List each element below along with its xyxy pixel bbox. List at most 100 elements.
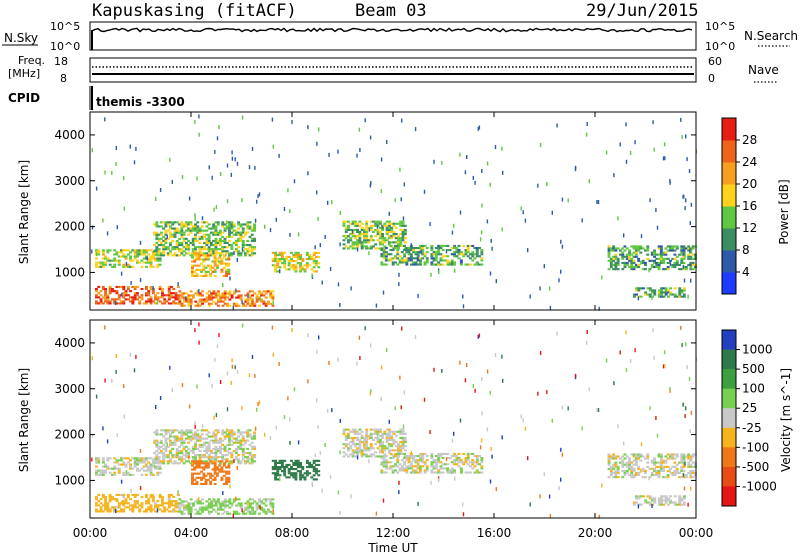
velocity-cell — [155, 443, 159, 446]
power-cell — [387, 241, 391, 244]
velocity-cell — [646, 501, 650, 504]
power-cell — [459, 261, 463, 264]
power-cell — [122, 265, 126, 268]
power-cell — [203, 233, 206, 236]
power-cell — [214, 225, 218, 228]
velocity-cell — [175, 447, 179, 450]
power-cell — [653, 266, 656, 269]
velocity-cell — [153, 439, 156, 442]
velocity-cell — [403, 452, 406, 455]
velocity-cell — [688, 377, 691, 382]
velocity-cell — [166, 454, 170, 457]
power-cell — [642, 287, 645, 290]
velocity-cell — [299, 476, 302, 479]
velocity-cell — [191, 482, 194, 485]
power-cell — [173, 233, 177, 236]
velocity-cell — [264, 500, 268, 503]
power-cell — [184, 225, 188, 228]
power-cell — [203, 252, 206, 255]
velocity-cell — [130, 489, 132, 493]
power-cell — [351, 247, 355, 250]
velocity-cell — [351, 449, 355, 452]
velocity-cell — [198, 512, 202, 515]
power-cell — [194, 304, 198, 307]
power-cell — [232, 292, 236, 295]
velocity-cell — [399, 428, 403, 431]
power-cell — [655, 257, 659, 260]
power-cell — [223, 223, 227, 226]
velocity-cell — [129, 498, 132, 501]
power-cell — [176, 294, 180, 297]
velocity-cell — [616, 465, 620, 468]
power-cell — [248, 225, 252, 228]
velocity-cell — [444, 467, 447, 470]
power-cell — [173, 227, 177, 230]
power-cell — [390, 241, 394, 244]
power-cell — [678, 291, 682, 294]
velocity-cell — [453, 469, 456, 472]
power-cell — [372, 239, 375, 242]
velocity-cell — [347, 443, 350, 446]
velocity-cell — [203, 429, 206, 432]
velocity-cell — [630, 476, 634, 479]
power-cell — [650, 253, 654, 256]
power-cell — [189, 223, 193, 226]
velocity-cell — [117, 471, 121, 474]
power-cell — [462, 294, 464, 299]
power-cell — [403, 224, 407, 227]
power-colorbar-tick-label: 4 — [742, 265, 750, 279]
power-cell — [130, 281, 132, 285]
velocity-cell — [407, 467, 411, 470]
power-cell — [430, 255, 434, 258]
velocity-cell — [457, 461, 461, 464]
power-cell — [671, 245, 675, 248]
power-cell — [680, 245, 684, 248]
power-cell — [200, 237, 204, 240]
power-cell — [136, 253, 139, 256]
power-cell — [403, 237, 407, 240]
velocity-cell — [197, 460, 201, 463]
velocity-cell — [380, 397, 382, 402]
velocity-cell — [205, 460, 209, 463]
velocity-cell — [280, 461, 284, 464]
power-cell — [220, 262, 224, 265]
velocity-cell — [276, 474, 280, 477]
velocity-cell — [166, 431, 170, 434]
velocity-cell — [344, 434, 348, 437]
velocity-cell — [628, 465, 631, 468]
power-cell — [176, 296, 180, 299]
velocity-cell — [136, 467, 139, 470]
velocity-cell — [639, 495, 643, 498]
power-cell — [154, 298, 157, 301]
power-cell — [97, 253, 101, 256]
velocity-cell — [133, 368, 136, 373]
power-cell — [678, 287, 682, 290]
velocity-cell — [414, 461, 418, 464]
velocity-cell — [403, 441, 407, 444]
power-cell — [416, 253, 420, 256]
velocity-cell — [253, 460, 256, 463]
power-cell — [682, 257, 686, 260]
velocity-cell — [104, 500, 107, 503]
velocity-cell — [136, 493, 139, 496]
velocity-cell — [621, 465, 625, 468]
velocity-cell — [374, 428, 378, 431]
velocity-cell — [296, 470, 300, 473]
power-cell — [687, 247, 691, 250]
velocity-cell — [216, 456, 220, 459]
velocity-cell — [214, 433, 218, 436]
power-cell — [378, 235, 382, 238]
power-cell — [234, 248, 238, 251]
velocity-cell — [416, 459, 420, 462]
velocity-cell — [145, 510, 148, 513]
power-cell — [630, 259, 634, 262]
velocity-cell — [185, 504, 189, 507]
velocity-cell — [212, 500, 216, 503]
power-cell — [399, 241, 403, 244]
power-cell — [383, 247, 387, 250]
velocity-cell — [200, 433, 204, 436]
power-cell — [664, 156, 666, 161]
velocity-cell — [226, 428, 228, 433]
power-cell — [203, 235, 206, 238]
velocity-cell — [365, 447, 369, 450]
